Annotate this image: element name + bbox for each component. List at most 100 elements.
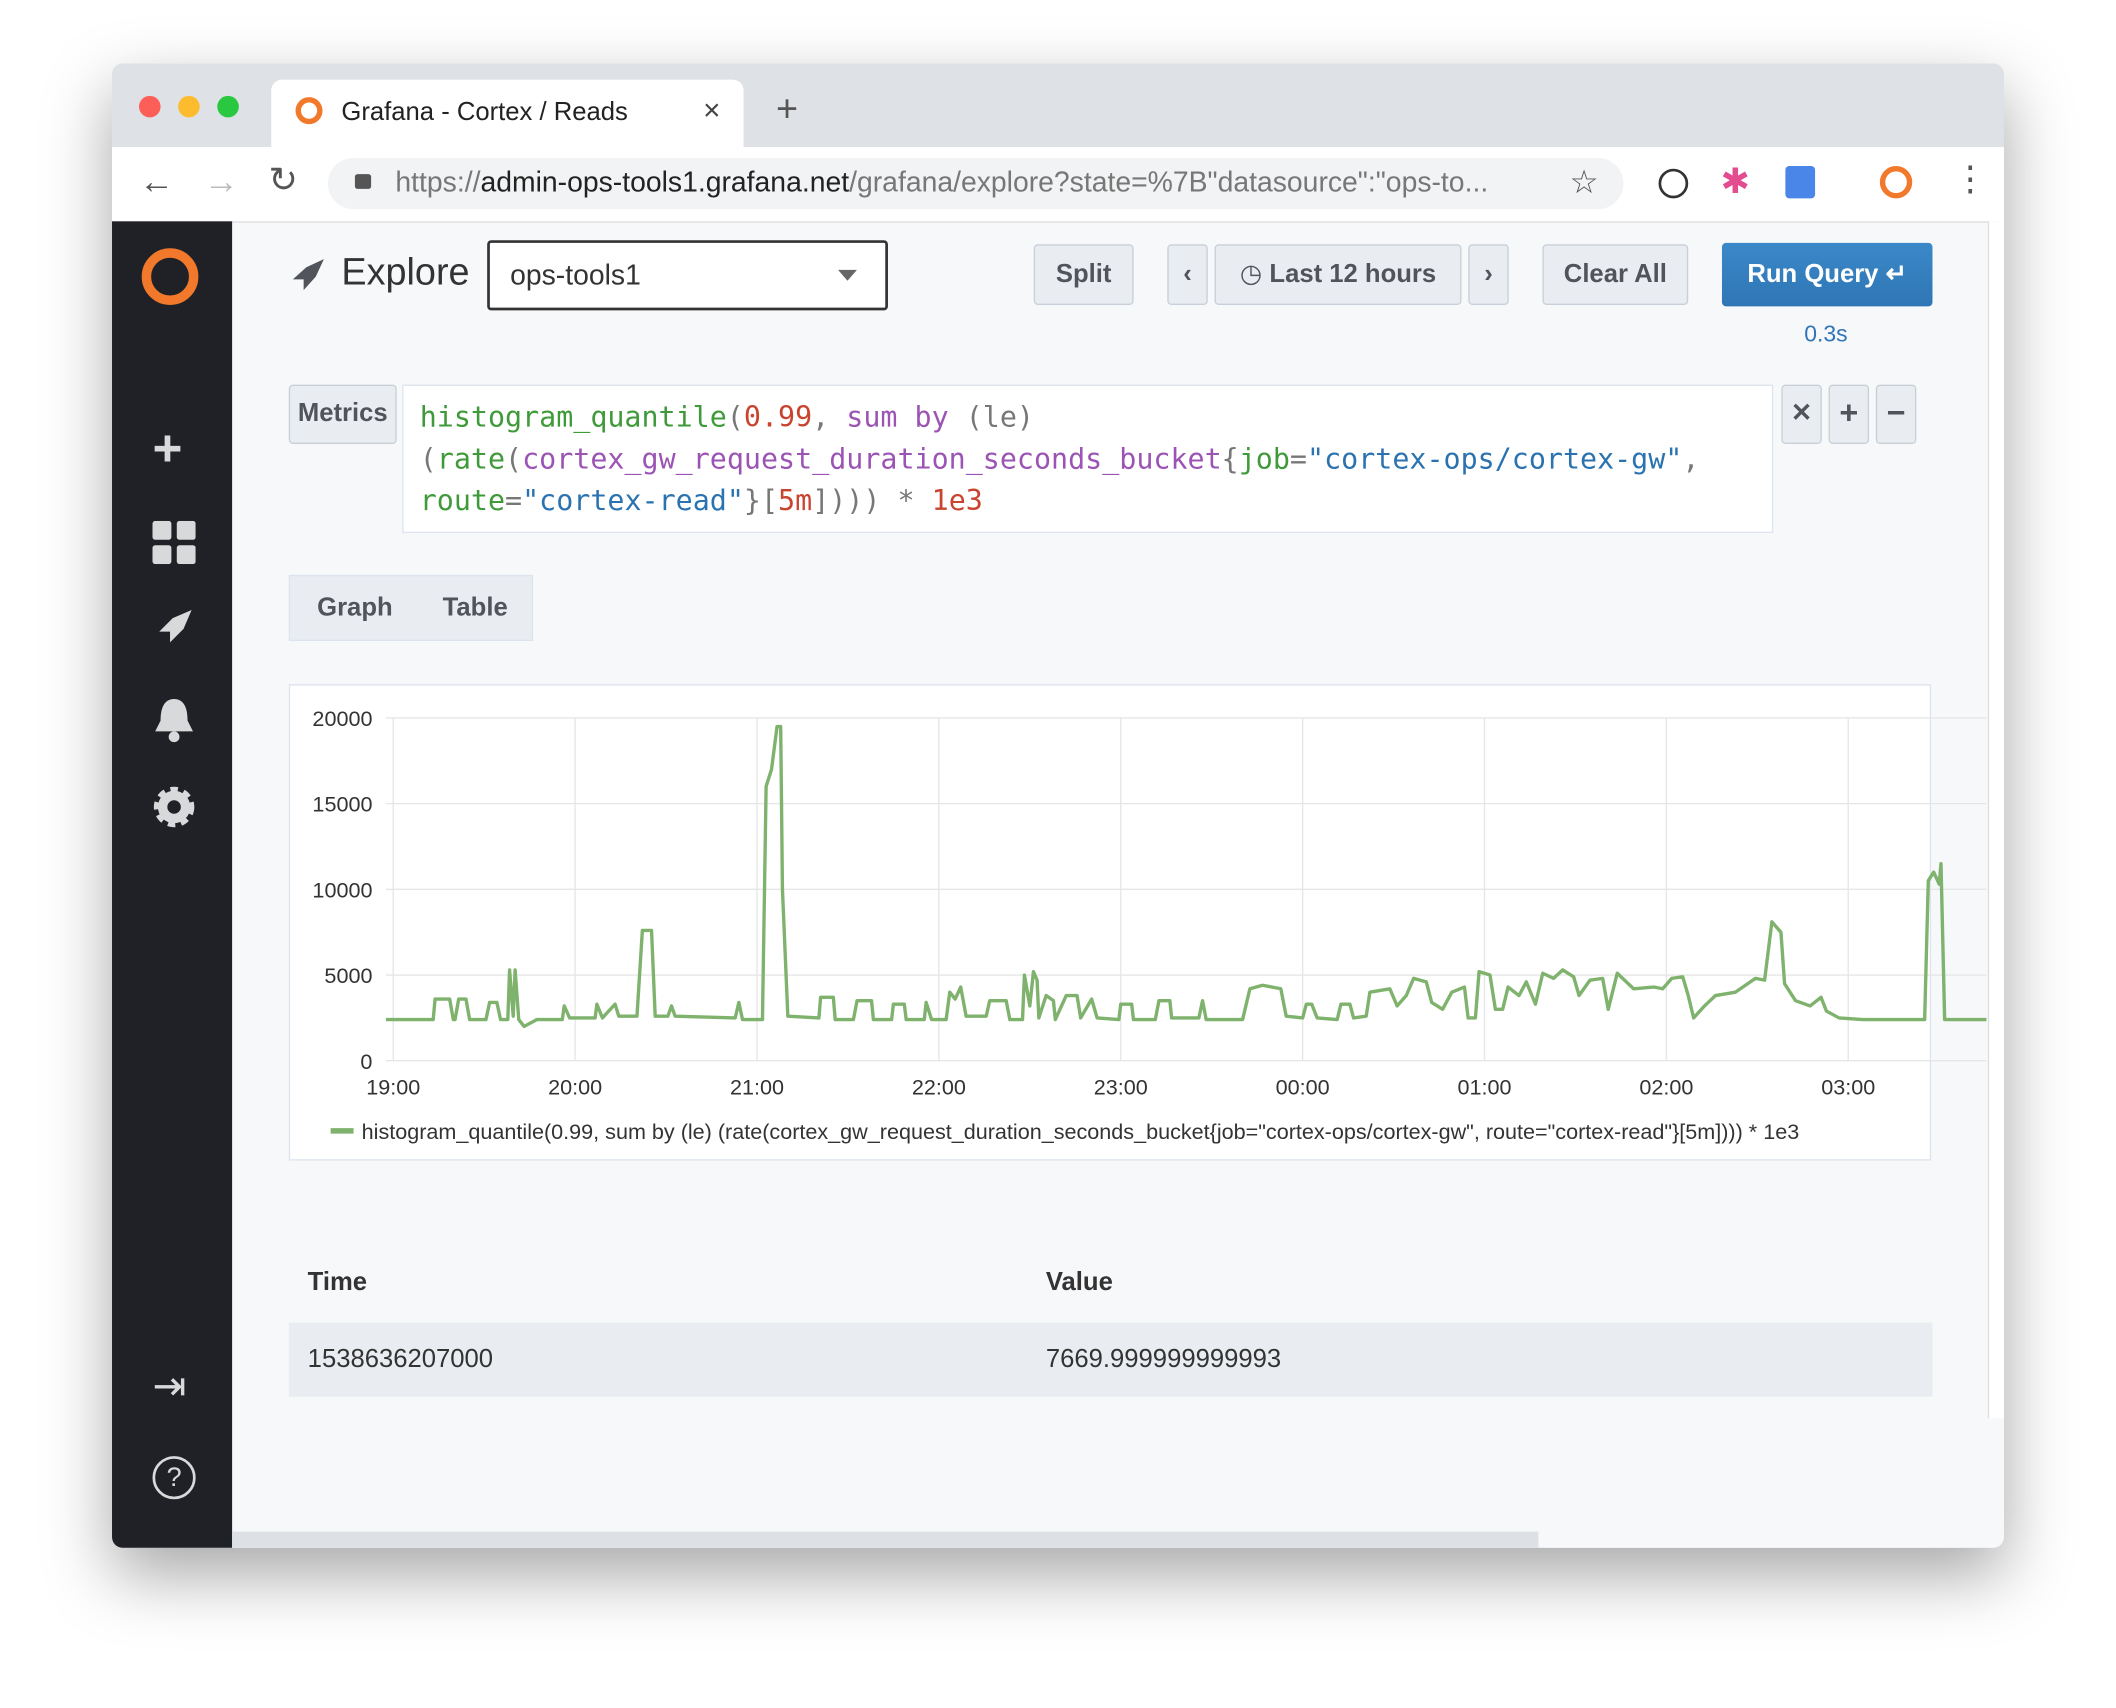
minimize-window[interactable]: [178, 95, 200, 118]
help-icon[interactable]: ?: [152, 1456, 196, 1500]
url-scheme: https://: [395, 167, 481, 199]
bookmark-star[interactable]: ☆: [1569, 164, 1599, 202]
reload-button[interactable]: ↻: [268, 159, 298, 200]
url-host: admin-ops-tools1.grafana.net: [480, 167, 850, 199]
explore-icon[interactable]: [154, 607, 194, 647]
extension-icon[interactable]: [1879, 165, 1913, 199]
query-token: }[: [743, 484, 779, 517]
tab-favicon: [295, 97, 323, 125]
sign-in-icon[interactable]: ⇥: [152, 1364, 187, 1409]
forward-button[interactable]: →: [203, 160, 239, 202]
query-token: 5m: [778, 484, 813, 517]
query-field[interactable]: histogram_quantile(0.99, sum by (le) (rat…: [402, 384, 1774, 534]
query-token: (: [419, 442, 437, 476]
x-tick-label: 00:00: [1276, 1074, 1330, 1099]
query-token: ,: [812, 400, 847, 434]
explore-rocket-icon: [292, 259, 324, 291]
dropdown-arrow: [838, 269, 857, 281]
tab-title: Grafana - Cortex / Reads: [341, 98, 628, 127]
query-token: "cortex-ops/cortex-gw": [1307, 442, 1683, 476]
query-token: route: [419, 484, 506, 517]
extension-icon[interactable]: [1785, 165, 1816, 199]
x-tick-label: 19:00: [366, 1074, 420, 1099]
scrollbar: [1987, 221, 2005, 1419]
graph-panel: [288, 684, 1932, 1161]
alerting-icon[interactable]: [152, 696, 195, 743]
extension-icon[interactable]: [1658, 168, 1689, 199]
configuration-icon[interactable]: [152, 785, 195, 828]
query-token: ]))) *: [812, 484, 932, 517]
add-query-button[interactable]: +: [1828, 384, 1870, 444]
query-token: =: [1289, 442, 1308, 476]
query-token: =: [505, 484, 523, 517]
y-tick-label: 0: [360, 1049, 372, 1074]
dashboards-icon[interactable]: [152, 520, 196, 565]
y-tick-label: 10000: [312, 877, 372, 902]
query-token: {: [1221, 442, 1239, 476]
x-tick-label: 03:00: [1821, 1074, 1875, 1099]
table-tab[interactable]: Table: [442, 593, 508, 623]
clock-icon: ◷: [1239, 260, 1270, 289]
view-tabs: Graph Table: [288, 574, 534, 642]
datasource-picker[interactable]: ops-tools1: [487, 240, 888, 311]
y-tick-label: 20000: [312, 706, 372, 731]
query-token: (: [726, 400, 744, 434]
grafana-logo[interactable]: [141, 248, 199, 305]
split-button[interactable]: Split: [1033, 244, 1134, 305]
delete-query-button[interactable]: −: [1875, 384, 1917, 444]
query-line: (rate(cortex_gw_request_duration_seconds…: [420, 439, 1756, 481]
x-tick-label: 22:00: [912, 1074, 966, 1099]
series-line: [385, 724, 1987, 1029]
lock-icon: [354, 174, 372, 189]
time-back-button[interactable]: ‹: [1167, 244, 1208, 305]
query-line: route="cortex-read"}[5m]))) * 1e3: [420, 480, 1756, 522]
new-tab[interactable]: +: [775, 87, 799, 130]
y-tick-label: 5000: [324, 963, 372, 988]
table-cell: 1538636207000: [307, 1345, 494, 1374]
clear-all-button[interactable]: Clear All: [1542, 244, 1689, 305]
query-elapsed: 0.3s: [1804, 321, 1848, 347]
horizontal-scrollbar: [232, 1531, 1539, 1548]
remove-query-button[interactable]: ✕: [1781, 384, 1822, 444]
query-token: "cortex-read": [522, 484, 744, 517]
close-window[interactable]: [138, 95, 161, 118]
metrics-button[interactable]: Metrics: [288, 384, 397, 444]
query-token: (: [505, 442, 523, 476]
query-token: (le): [948, 400, 1034, 434]
browser-tab[interactable]: Grafana - Cortex / Reads ×: [271, 79, 744, 148]
x-tick-label: 01:00: [1457, 1074, 1511, 1099]
table-row: 1538636207000 7669.999999999993: [288, 1322, 1933, 1397]
datasource-name: ops-tools1: [510, 260, 641, 292]
address-bar[interactable]: https://admin-ops-tools1.grafana.net/gra…: [327, 157, 1624, 210]
x-tick-label: 20:00: [548, 1074, 602, 1099]
run-query-label: Run Query: [1747, 260, 1879, 289]
tab-close[interactable]: ×: [703, 93, 721, 127]
y-tick-label: 15000: [312, 792, 372, 817]
table-cell: 7669.999999999993: [1045, 1345, 1282, 1374]
query-token: ,: [1682, 442, 1700, 476]
query-token: 1e3: [931, 484, 983, 517]
maximize-window[interactable]: [217, 95, 239, 118]
url: https://admin-ops-tools1.grafana.net/gra…: [395, 158, 1488, 209]
x-tick-label: 23:00: [1094, 1074, 1148, 1099]
query-token: cortex_gw_request_duration_seconds_bucke…: [522, 442, 1222, 476]
table-header: Time: [307, 1268, 368, 1297]
tab-bar: Grafana - Cortex / Reads × +: [112, 63, 2005, 148]
time-forward-button[interactable]: ›: [1468, 244, 1509, 305]
x-tick-label: 02:00: [1639, 1074, 1693, 1099]
back-button[interactable]: ←: [138, 160, 175, 202]
create-icon[interactable]: +: [152, 421, 183, 478]
graph-tab[interactable]: Graph: [317, 593, 393, 623]
query-token: job: [1238, 442, 1290, 476]
time-range-button[interactable]: ◷ Last 12 hours: [1214, 244, 1462, 305]
legend-label: histogram_quantile(0.99, sum by (le) (ra…: [362, 1119, 1800, 1144]
query-token: rate: [436, 442, 506, 476]
query-line: histogram_quantile(0.99, sum by (le): [420, 397, 1756, 439]
menu-button[interactable]: ⋮: [1952, 157, 1988, 199]
extension-icon[interactable]: ✱: [1720, 160, 1751, 202]
query-token: sum by: [846, 400, 949, 434]
run-query-button[interactable]: Run Query ↵: [1721, 242, 1933, 307]
